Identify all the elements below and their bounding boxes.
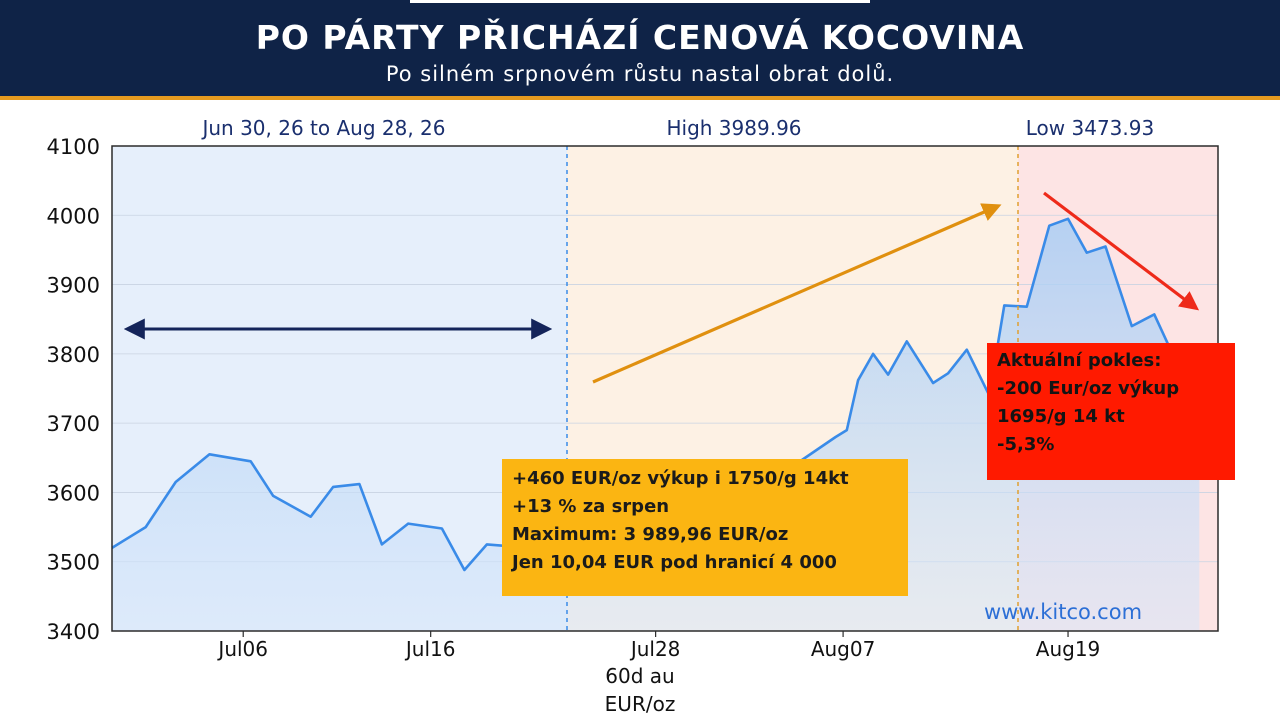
- drop-annotation-line: -200 Eur/oz výkup: [997, 378, 1180, 399]
- header-banner: PO PÁRTY PŘICHÁZÍ CENOVÁ KOCOVINA Po sil…: [0, 0, 1280, 100]
- drop-arrow: [1043, 191, 1200, 311]
- x-tick-label: Jul28: [629, 637, 681, 661]
- gain-annotation-line: Maximum: 3 989,96 EUR/oz: [512, 524, 789, 545]
- y-tick-label: 3500: [47, 551, 100, 575]
- y-tick-label: 3400: [47, 620, 100, 644]
- x-tick-label: Aug19: [1036, 637, 1101, 661]
- gain-annotation-line: +460 EUR/oz výkup i 1750/g 14kt: [512, 468, 849, 489]
- top-divider: [410, 0, 870, 3]
- x-tick-label: Jul06: [216, 637, 268, 661]
- drop-annotation-line: 1695/g 14 kt: [997, 406, 1125, 427]
- chart-subtitle: Po silném srpnovém růstu nastal obrat do…: [385, 62, 895, 86]
- y-tick-label: 4100: [47, 135, 100, 159]
- drop-annotation-line: -5,3%: [997, 434, 1055, 455]
- gain-annotation-box: +460 EUR/oz výkup i 1750/g 14kt +13 % za…: [502, 459, 908, 596]
- rise-arrow: [592, 203, 1002, 384]
- x-tick-label: Jul16: [404, 637, 456, 661]
- gain-annotation-line: +13 % za srpen: [512, 496, 670, 517]
- y-tick-label: 3700: [47, 412, 100, 436]
- y-tick-label: 3600: [47, 481, 100, 505]
- x-axis-ticks: Jul06 Jul16 Jul28 Aug07 Aug19: [216, 631, 1100, 661]
- y-axis-ticks: 3400 3500 3600 3700 3800 3900 4000 4100: [47, 135, 100, 644]
- date-range-label: Jun 30, 26 to Aug 28, 26: [200, 116, 445, 140]
- watermark: www.kitco.com: [984, 600, 1142, 624]
- chart-title: PO PÁRTY PŘICHÁZÍ CENOVÁ KOCOVINA: [255, 18, 1025, 57]
- y-tick-label: 3800: [47, 343, 100, 367]
- drop-annotation-box: Aktuální pokles: -200 Eur/oz výkup 1695/…: [987, 343, 1235, 480]
- y-tick-label: 4000: [47, 204, 100, 228]
- x-tick-label: Aug07: [811, 637, 876, 661]
- x-axis-label-line1: 60d au: [605, 664, 674, 688]
- gain-annotation-line: Jen 10,04 EUR pod hranicí 4 000: [512, 552, 837, 573]
- y-tick-label: 3900: [47, 274, 100, 298]
- price-area: [112, 218, 1200, 632]
- drop-annotation-line: Aktuální pokles:: [997, 350, 1162, 371]
- x-axis-label-line2: EUR/oz: [605, 692, 676, 716]
- high-label: High 3989.96: [666, 116, 801, 140]
- low-label: Low 3473.93: [1026, 116, 1154, 140]
